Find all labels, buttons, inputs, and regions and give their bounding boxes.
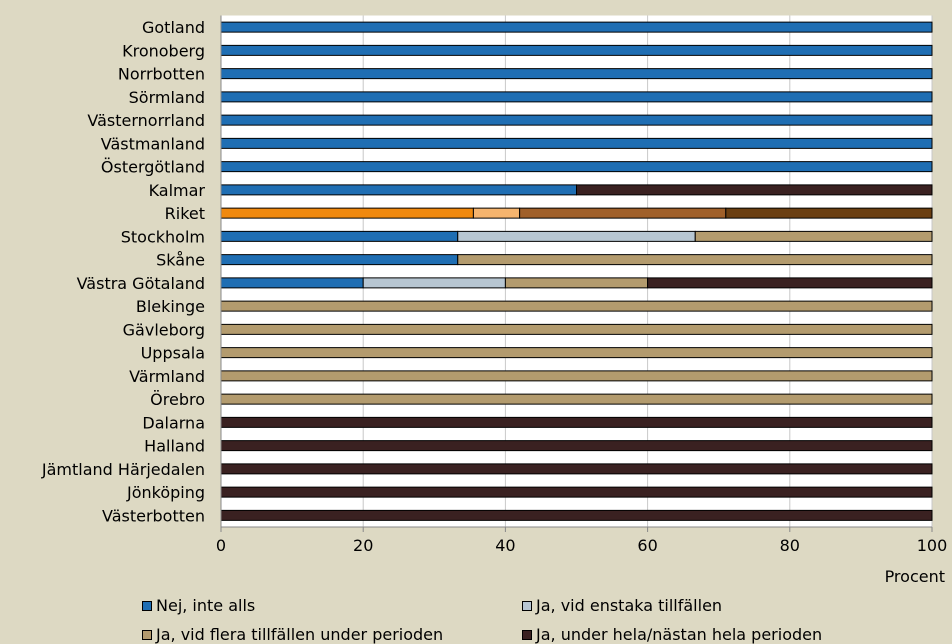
- bar-segment: [472, 207, 521, 219]
- category-label: Västerbotten: [102, 506, 205, 525]
- bar-segment: [220, 463, 933, 475]
- category-label: Östergötland: [101, 158, 205, 177]
- bar-segment: [576, 184, 933, 196]
- category-label: Stockholm: [121, 227, 205, 246]
- bar-segment: [220, 347, 933, 359]
- bar-segment: [220, 509, 933, 521]
- legend-swatch: [142, 629, 152, 640]
- bar-segment: [220, 114, 933, 126]
- legend-item-nej: Nej, inte alls: [142, 596, 255, 615]
- x-tick-label: 20: [353, 536, 373, 555]
- category-label: Gotland: [142, 18, 205, 37]
- bar-segment: [220, 440, 933, 452]
- bar-segment: [220, 254, 459, 266]
- bar-segment: [504, 277, 649, 289]
- category-label: Västra Götaland: [77, 274, 205, 293]
- category-label: Dalarna: [142, 413, 205, 432]
- x-tick-label: 100: [917, 536, 948, 555]
- legend-label: Ja, vid flera tillfällen under perioden: [156, 625, 444, 644]
- bar-segment: [220, 44, 933, 56]
- x-tick-label: 40: [495, 536, 515, 555]
- legend-label: Nej, inte alls: [156, 596, 256, 615]
- bar-segment: [220, 207, 474, 219]
- bar-segment: [220, 184, 577, 196]
- bar-segment: [457, 230, 696, 242]
- bar-segment: [519, 207, 727, 219]
- category-label: Sörmland: [129, 88, 205, 107]
- bar-segment: [220, 393, 933, 405]
- bar-segment: [220, 91, 933, 103]
- category-label: Norrbotten: [118, 65, 205, 84]
- chart: Gotland Kronoberg Norrbotten Sörmland Väster…: [41, 15, 948, 644]
- category-label: Jämtland Härjedalen: [41, 460, 205, 479]
- legend-item-enstaka: Ja, vid enstaka tillfällen: [522, 596, 722, 615]
- bar-segment: [220, 277, 364, 289]
- x-axis-label: Procent: [885, 567, 945, 586]
- category-label: Västmanland: [101, 134, 205, 153]
- bar-segment: [647, 277, 933, 289]
- x-axis: 0 20 40 60 80 100: [216, 15, 948, 555]
- x-tick-label: 60: [637, 536, 657, 555]
- category-label: Kronoberg: [122, 41, 205, 60]
- bar-segment: [220, 137, 933, 149]
- legend-swatch: [142, 600, 152, 611]
- bar-segment: [220, 370, 933, 382]
- bar-segment: [725, 207, 933, 219]
- bar-segment: [220, 416, 933, 428]
- bar-segment: [220, 230, 459, 242]
- legend-label: Ja, under hela/nästan hela perioden: [536, 625, 823, 644]
- bar-segment: [220, 486, 933, 498]
- x-tick-label: 80: [780, 536, 800, 555]
- legend-swatch: [522, 629, 532, 640]
- x-tick-label: 0: [216, 536, 226, 555]
- bar-segment: [220, 300, 933, 312]
- legend-item-flera: Ja, vid flera tillfällen under perioden: [142, 625, 443, 644]
- category-label: Blekinge: [136, 297, 205, 316]
- category-label: Värmland: [129, 367, 205, 386]
- category-label: Örebro: [150, 390, 205, 409]
- bar-segment: [220, 68, 933, 80]
- legend-item-hela: Ja, under hela/nästan hela perioden: [522, 625, 822, 644]
- bar-segment: [220, 323, 933, 335]
- legend-swatch: [522, 600, 532, 611]
- category-label: Riket: [165, 204, 205, 223]
- category-label: Kalmar: [149, 181, 206, 200]
- category-label: Västernorrland: [87, 111, 205, 130]
- category-label: Jönköping: [126, 483, 205, 502]
- bar-segment: [362, 277, 506, 289]
- category-label: Gävleborg: [123, 320, 205, 339]
- legend-label: Ja, vid enstaka tillfällen: [536, 596, 723, 615]
- chart-svg: Gotland Kronoberg Norrbotten Sörmland Väster…: [41, 15, 948, 586]
- bar-segment: [694, 230, 933, 242]
- category-label: Uppsala: [141, 344, 205, 363]
- bar-segment: [220, 21, 933, 33]
- bars: [220, 21, 933, 521]
- category-labels: Gotland Kronoberg Norrbotten Sörmland Väster…: [41, 18, 206, 525]
- bar-segment: [457, 254, 933, 266]
- bar-segment: [220, 161, 933, 173]
- category-label: Halland: [144, 437, 205, 456]
- category-label: Skåne: [156, 251, 205, 270]
